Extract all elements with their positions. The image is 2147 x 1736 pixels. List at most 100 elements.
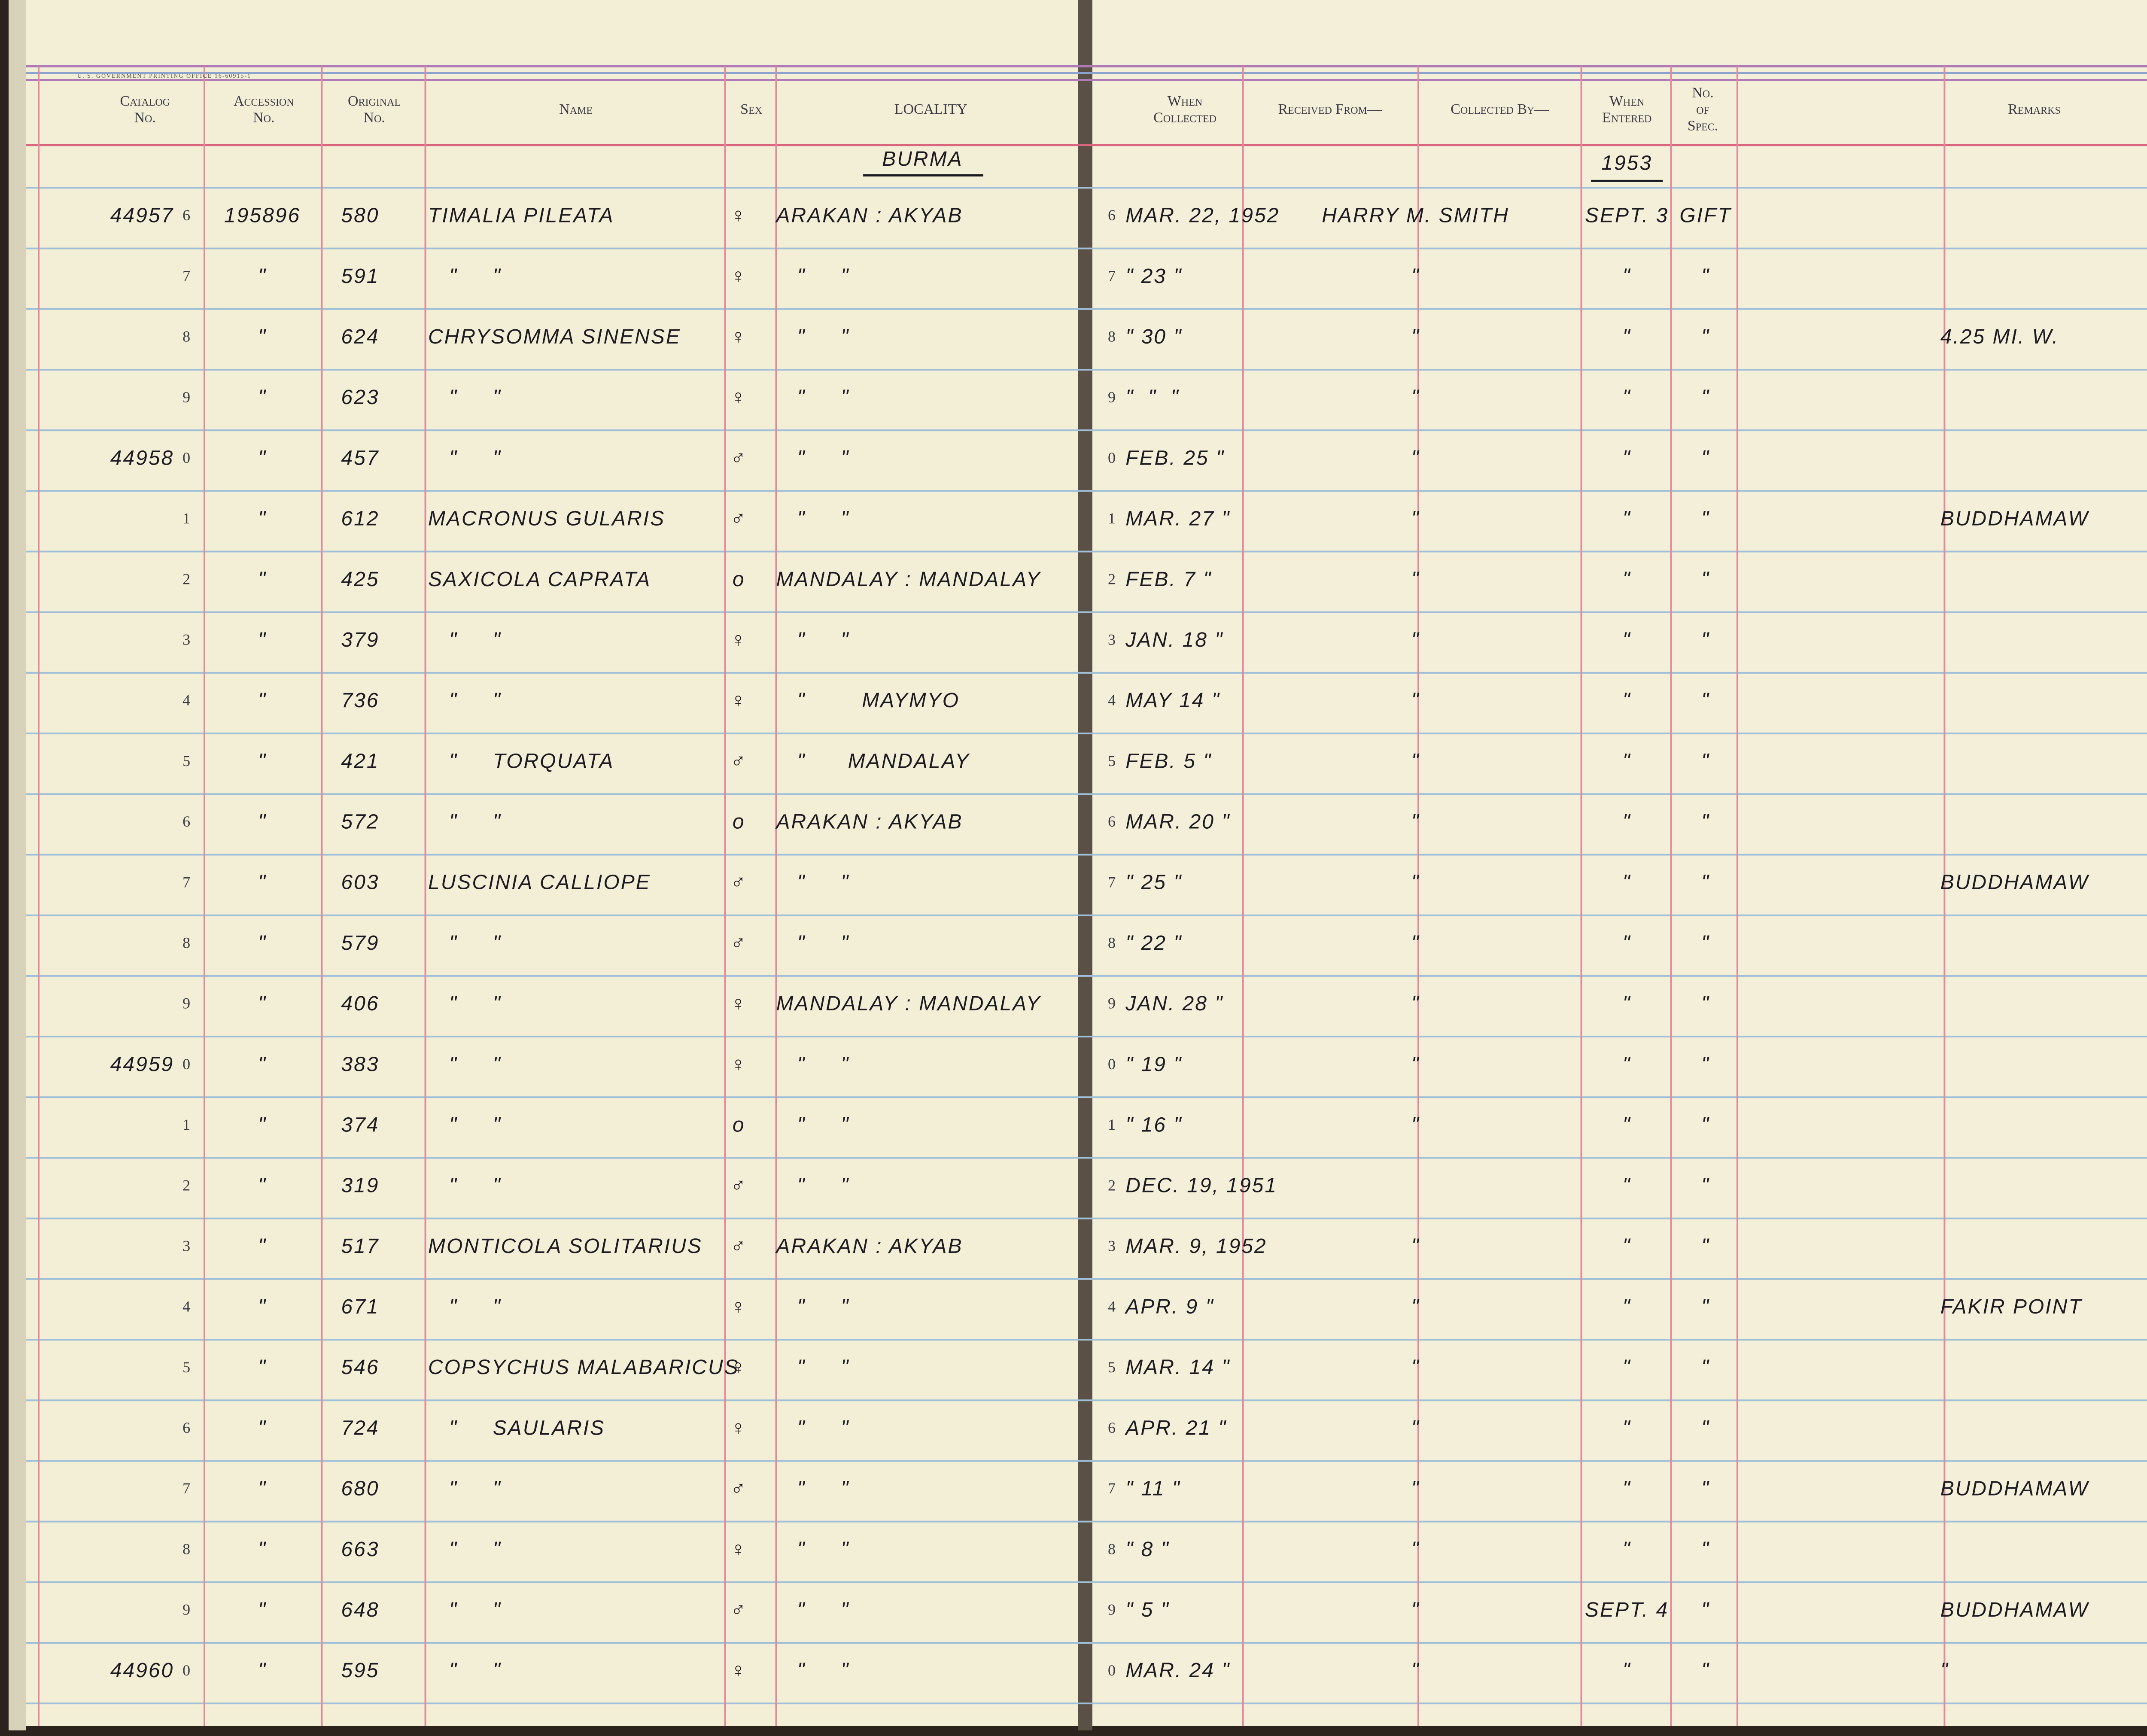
cell-original: 517 bbox=[341, 1235, 379, 1258]
cell-accession: " bbox=[258, 1113, 267, 1136]
cell-accession: " bbox=[258, 689, 267, 712]
cell-cdigit: 3 bbox=[1108, 631, 1116, 648]
cell-received: " bbox=[1411, 386, 1420, 409]
cell-received: " bbox=[1411, 447, 1420, 469]
cell-name: " " bbox=[428, 689, 502, 712]
cell-accession: " bbox=[258, 386, 267, 409]
cell-name: " SAULARIS bbox=[428, 1417, 605, 1439]
cell-entered: " bbox=[1623, 811, 1631, 833]
gutter bbox=[1078, 0, 1092, 1730]
cell-cdigit: 5 bbox=[1108, 752, 1116, 769]
cell-cdigit: 6 bbox=[1108, 207, 1116, 224]
cell-spec: " bbox=[1701, 1599, 1710, 1621]
cell-collected: " 23 " bbox=[1125, 265, 1182, 288]
cell-accession: " bbox=[258, 1174, 267, 1197]
cell-sex: ♂ bbox=[730, 750, 747, 772]
cell-cdigit: 0 bbox=[1108, 1662, 1116, 1679]
cell-accession: " bbox=[258, 750, 267, 772]
column-header: Catalog bbox=[120, 93, 170, 109]
cell-collected: " 5 " bbox=[1125, 1599, 1169, 1621]
cell-collected: " 22 " bbox=[1125, 932, 1182, 955]
cell-received: " bbox=[1411, 1235, 1420, 1258]
cell-collected: " 11 " bbox=[1125, 1478, 1181, 1500]
cell-locality: " " bbox=[776, 1053, 850, 1076]
cell-original: 591 bbox=[341, 265, 379, 288]
cell-name: " " bbox=[428, 1538, 502, 1561]
column-header: Entered bbox=[1602, 109, 1651, 125]
cell-locality: " MAYMYO bbox=[776, 689, 960, 712]
cell-cdigit: 2 bbox=[1108, 1177, 1116, 1194]
cell-digit: 2 bbox=[182, 570, 190, 587]
cell-locality: " " bbox=[776, 1538, 850, 1561]
page-edges bbox=[9, 0, 26, 1730]
cell-cdigit: 7 bbox=[1108, 1480, 1116, 1497]
column-header: Remarks bbox=[2008, 101, 2061, 117]
cell-digit: 9 bbox=[182, 389, 190, 406]
cell-received: " bbox=[1411, 1295, 1420, 1318]
cell-cdigit: 2 bbox=[1108, 570, 1116, 587]
cell-digit: 0 bbox=[182, 1662, 190, 1679]
cell-spec: " bbox=[1701, 811, 1710, 833]
cell-remarks: FAKIR POINT bbox=[1940, 1295, 2083, 1318]
cell-entered: " bbox=[1623, 1659, 1631, 1682]
cell-locality: ARAKAN : AKYAB bbox=[775, 1235, 963, 1258]
cell-remarks: 4.25 MI. W. bbox=[1940, 325, 2059, 348]
cell-digit: 7 bbox=[182, 873, 190, 891]
cell-entered: " bbox=[1623, 689, 1631, 712]
cell-original: 421 bbox=[341, 750, 379, 772]
cell-digit: 5 bbox=[182, 1359, 190, 1376]
cell-name: CHRYSOMMA SINENSE bbox=[428, 325, 681, 348]
cell-accession: " bbox=[258, 1478, 267, 1500]
cell-locality: " " bbox=[776, 508, 850, 530]
cell-spec: " bbox=[1701, 325, 1710, 348]
cell-digit: 4 bbox=[182, 692, 190, 709]
cell-name: " " bbox=[428, 1295, 502, 1318]
cell-name: " " bbox=[428, 992, 502, 1015]
cell-original: 374 bbox=[341, 1113, 379, 1136]
cell-cdigit: 7 bbox=[1108, 873, 1116, 891]
cell-sex: ♀ bbox=[730, 1659, 747, 1682]
cell-spec: " bbox=[1701, 992, 1710, 1015]
cell-entered: " bbox=[1623, 992, 1631, 1015]
cell-collected: " 30 " bbox=[1125, 325, 1182, 348]
cell-entered: " bbox=[1623, 568, 1631, 591]
cell-cdigit: 9 bbox=[1108, 1601, 1116, 1618]
cell-spec: " bbox=[1701, 750, 1710, 772]
cell-original: 379 bbox=[341, 629, 379, 651]
column-header: LOCALITY bbox=[894, 101, 967, 117]
cell-received: " bbox=[1411, 992, 1420, 1015]
cell-digit: 3 bbox=[182, 1237, 190, 1254]
cell-collected: MAR. 24 " bbox=[1125, 1659, 1230, 1682]
cell-collected: MAR. 20 " bbox=[1125, 811, 1230, 833]
cell-received: HARRY M. SMITH bbox=[1322, 204, 1509, 227]
cell-accession: " bbox=[258, 447, 267, 469]
cell-original: 406 bbox=[341, 992, 379, 1015]
cell-original: 603 bbox=[341, 871, 379, 894]
cell-spec: " bbox=[1701, 1478, 1710, 1500]
cell-locality: ARAKAN : AKYAB bbox=[775, 204, 963, 227]
cell-received: " bbox=[1411, 871, 1420, 894]
cell-sex: ♀ bbox=[730, 1295, 747, 1318]
cell-received: " bbox=[1411, 1478, 1420, 1500]
cell-collected: DEC. 19, 1951 bbox=[1125, 1174, 1277, 1197]
cell-cdigit: 6 bbox=[1108, 1419, 1116, 1436]
cell-entered: " bbox=[1623, 1053, 1631, 1076]
cell-sex: ♂ bbox=[730, 932, 747, 955]
right-page bbox=[1089, 0, 2147, 1726]
cell-catalog: 44960 bbox=[110, 1659, 174, 1682]
cell-cdigit: 8 bbox=[1108, 1540, 1116, 1557]
cell-sex: ♀ bbox=[730, 204, 747, 227]
cell-locality: " " bbox=[776, 871, 850, 894]
column-header: Received From— bbox=[1278, 101, 1382, 117]
cell-digit: 4 bbox=[182, 1298, 190, 1315]
cell-spec: " bbox=[1701, 386, 1710, 409]
cell-sex: ♀ bbox=[730, 325, 747, 348]
cell-original: 612 bbox=[341, 508, 379, 530]
cell-cdigit: 4 bbox=[1108, 692, 1116, 709]
cell-original: 624 bbox=[341, 325, 379, 348]
cell-entered: " bbox=[1623, 1174, 1631, 1197]
cell-accession: " bbox=[258, 1356, 267, 1379]
column-header: When bbox=[1168, 93, 1202, 109]
cell-entered: " bbox=[1623, 447, 1631, 469]
